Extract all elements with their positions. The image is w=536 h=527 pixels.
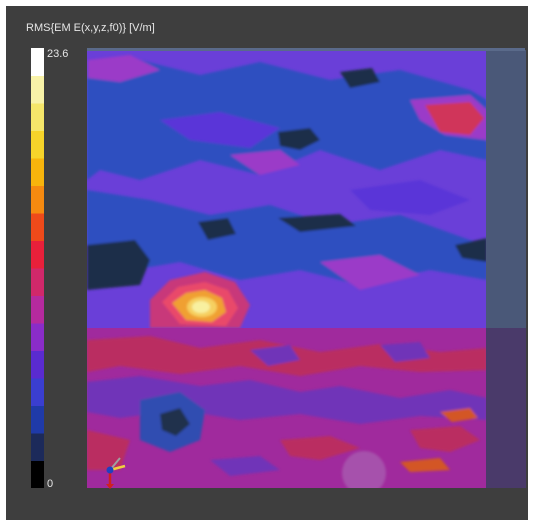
red-region [410,426,480,452]
colorbar-max-label: 23.6 [47,48,69,60]
colorbar-step [31,323,44,351]
dark-patch [278,214,356,232]
side-strip-upper [486,50,526,328]
orange-region [440,408,478,422]
colorbar-title: RMS{EM E(x,y,z,f0)} [V/m] [26,22,155,34]
red-region [425,102,484,135]
colorbar-step [31,240,44,269]
violet-region [350,180,470,215]
lower-overlay [87,328,525,488]
colorbar-step [31,185,44,214]
lower-region [87,328,487,488]
colorbar-step [31,48,44,76]
dark-patch [278,128,320,150]
colorbar-step [31,158,44,186]
hotspot-core [192,301,210,313]
purple-region [87,376,487,424]
blue-region [87,60,487,180]
orange-region [400,458,450,472]
dark-patch [340,68,380,88]
colorbar [31,48,44,488]
colorbar-step [31,75,44,104]
side-strip-lower [486,328,526,488]
axes-triad-icon [106,457,126,489]
colorbar-step [31,350,44,379]
colorbar-step [31,213,44,241]
colorbar-step [31,295,44,324]
dark-patch [198,218,236,240]
top-edge [87,48,525,51]
purple-region [380,342,430,362]
colorbar-step [31,130,44,159]
purple-region [210,456,280,476]
colorbar-step [31,103,44,131]
dark-patch [87,240,150,290]
colorbar-step [31,268,44,296]
magenta-region [320,255,420,290]
magenta-region [88,55,160,82]
colorbar-step [31,378,44,406]
dark-patch [160,408,190,436]
purple-region [250,345,300,366]
red-region [280,436,360,460]
colorbar-min-label: 0 [47,478,54,490]
probe-circle [342,451,386,488]
colorbar-step [31,460,44,488]
upper-region [87,50,487,328]
colorbar-step [31,433,44,461]
colorbar-step [31,405,44,434]
dark-patch [455,238,487,262]
violet-region [160,112,280,148]
magenta-region [230,150,300,175]
